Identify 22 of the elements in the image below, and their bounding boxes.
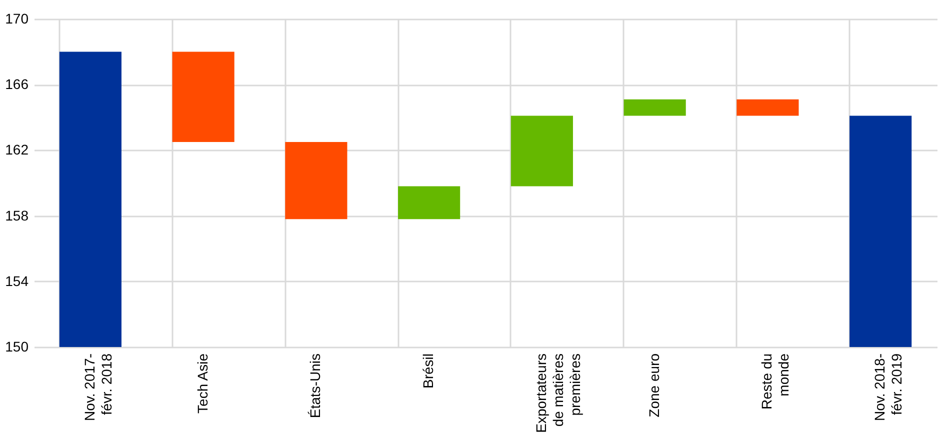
y-tick-label: 166	[5, 76, 29, 92]
x-tick-label: Exportateurs de matières premières	[532, 354, 583, 433]
y-tick-label: 150	[5, 338, 29, 354]
x-tick-label: Zone euro	[646, 353, 662, 418]
y-tick-label: 154	[5, 272, 29, 289]
bar	[398, 186, 460, 220]
bar	[850, 116, 912, 347]
x-tick-label: Tech Asie	[194, 353, 210, 414]
y-tick-label: 170	[5, 10, 29, 26]
y-tick-label: 162	[5, 142, 29, 158]
bar	[736, 99, 799, 116]
x-tick-label: Reste du monde	[758, 353, 792, 410]
x-tick-label: États-Unis	[307, 354, 324, 418]
bar	[510, 116, 573, 186]
bar	[172, 52, 234, 142]
bar	[59, 52, 122, 347]
bar	[624, 99, 686, 116]
x-tick-label: Brésil	[420, 354, 436, 389]
x-tick-label: Nov. 2018-févr. 2019	[872, 353, 905, 421]
x-tick-label: Nov. 2017-févr. 2018	[81, 353, 114, 421]
y-tick-label: 158	[5, 207, 29, 224]
bar	[285, 142, 348, 220]
